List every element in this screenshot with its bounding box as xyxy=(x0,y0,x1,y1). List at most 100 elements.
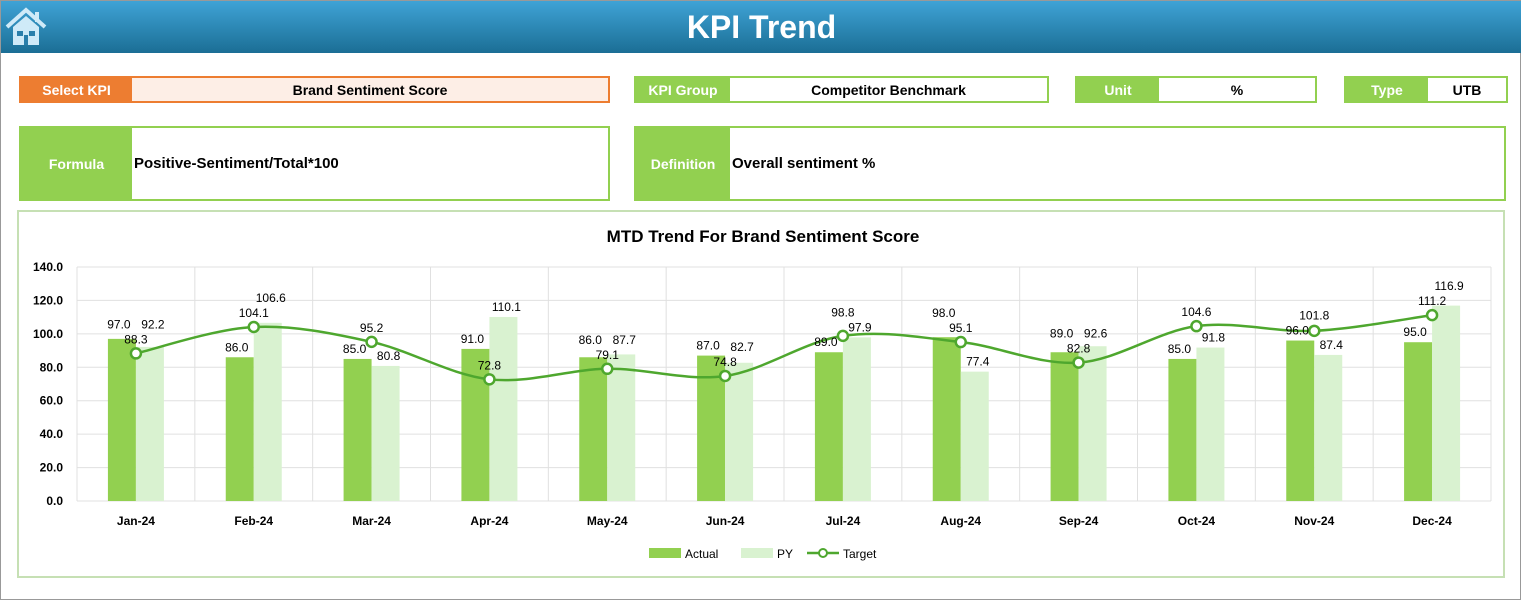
legend-target-marker xyxy=(818,548,828,558)
py-bar xyxy=(1196,347,1225,501)
actual-bar xyxy=(932,337,961,501)
target-marker xyxy=(483,373,496,386)
target-data-label: 72.8 xyxy=(478,358,502,372)
definition-label: Definition xyxy=(636,128,730,199)
x-tick-label: Oct-24 xyxy=(1178,514,1216,528)
actual-bar xyxy=(579,357,608,501)
y-tick-label: 100.0 xyxy=(33,327,63,341)
actual-data-label: 86.0 xyxy=(225,340,249,354)
target-marker xyxy=(836,329,850,343)
actual-data-label: 89.0 xyxy=(1050,327,1074,341)
target-data-label: 95.1 xyxy=(949,321,973,335)
actual-data-label: 96.0 xyxy=(1286,324,1310,338)
py-data-label: 87.4 xyxy=(1320,338,1344,352)
target-data-label: 104.6 xyxy=(1181,305,1211,319)
target-data-label: 95.2 xyxy=(360,321,384,335)
actual-data-label: 85.0 xyxy=(343,342,367,356)
py-bar xyxy=(607,354,636,501)
x-tick-label: May-24 xyxy=(587,514,628,528)
kpi-group-value: Competitor Benchmark xyxy=(811,81,966,98)
target-data-label: 79.1 xyxy=(596,348,620,362)
target-marker xyxy=(1190,319,1203,333)
y-tick-label: 0.0 xyxy=(46,494,63,508)
actual-data-label: 89.0 xyxy=(814,335,838,349)
kpi-group-field: KPI Group Competitor Benchmark xyxy=(634,76,1049,103)
target-marker xyxy=(247,320,260,334)
type-field: Type UTB xyxy=(1344,76,1508,103)
target-marker xyxy=(1072,356,1085,369)
py-data-label: 80.8 xyxy=(377,349,401,363)
x-tick-label: Jun-24 xyxy=(706,514,745,528)
target-marker xyxy=(718,369,732,383)
target-marker xyxy=(1425,308,1439,322)
py-data-label: 106.6 xyxy=(256,291,286,305)
definition-field: Definition Overall sentiment % xyxy=(634,126,1506,201)
actual-bar xyxy=(1404,342,1433,501)
x-tick-label: Dec-24 xyxy=(1412,514,1452,528)
y-tick-label: 40.0 xyxy=(40,427,64,441)
py-data-label: 110.1 xyxy=(492,300,521,314)
actual-data-label: 86.0 xyxy=(579,333,603,347)
target-data-label: 82.8 xyxy=(1067,342,1091,356)
py-data-label: 92.6 xyxy=(1084,327,1108,341)
py-bar xyxy=(135,346,164,501)
py-data-label: 82.7 xyxy=(730,340,754,354)
page-title: KPI Trend xyxy=(686,8,837,45)
unit-value: % xyxy=(1230,81,1244,98)
trend-chart-container xyxy=(17,210,1505,578)
actual-data-label: 87.0 xyxy=(696,339,720,353)
actual-data-label: 97.0 xyxy=(107,317,131,331)
py-bar xyxy=(371,365,400,501)
x-tick-label: Aug-24 xyxy=(940,514,981,528)
y-tick-label: 60.0 xyxy=(40,394,64,408)
py-bar xyxy=(1078,346,1107,501)
actual-bar xyxy=(814,352,843,501)
py-data-label: 92.2 xyxy=(141,317,165,331)
actual-bar xyxy=(1168,358,1197,501)
py-bar xyxy=(253,322,282,501)
target-data-label: 101.8 xyxy=(1299,309,1329,323)
target-data-label: 74.8 xyxy=(713,355,737,369)
formula-label: Formula xyxy=(21,128,132,199)
legend-target-label: Target xyxy=(843,547,877,561)
formula-field: Formula Positive-Sentiment/Total*100 xyxy=(19,126,610,201)
select-kpi-field[interactable]: Select KPI Brand Sentiment Score xyxy=(19,76,610,103)
py-bar xyxy=(1314,354,1343,501)
target-data-label: 111.2 xyxy=(1418,294,1447,308)
formula-value: Positive-Sentiment/Total*100 xyxy=(134,155,339,172)
home-icon[interactable] xyxy=(5,7,47,47)
actual-data-label: 85.0 xyxy=(1168,342,1192,356)
legend-py-swatch xyxy=(741,548,773,558)
legend-py-label: PY xyxy=(777,547,793,561)
target-marker xyxy=(129,347,143,360)
y-tick-label: 120.0 xyxy=(33,293,63,307)
target-data-label: 104.1 xyxy=(239,306,269,320)
py-bar xyxy=(960,371,989,501)
target-data-label: 98.8 xyxy=(831,305,855,319)
y-tick-label: 140.0 xyxy=(33,260,63,274)
actual-bar xyxy=(225,357,254,501)
py-data-label: 91.8 xyxy=(1202,331,1226,345)
header-bar: KPI Trend xyxy=(1,1,1521,53)
legend-actual-label: Actual xyxy=(685,547,718,561)
type-value: UTB xyxy=(1452,81,1482,98)
select-kpi-dropdown[interactable]: Brand Sentiment Score xyxy=(132,78,608,101)
py-bar xyxy=(725,362,754,501)
x-tick-label: Jul-24 xyxy=(826,514,861,528)
actual-bar xyxy=(343,358,372,501)
actual-bar xyxy=(107,338,136,501)
actual-bar xyxy=(1050,352,1079,501)
x-tick-label: Feb-24 xyxy=(234,514,273,528)
type-label: Type xyxy=(1346,78,1428,101)
unit-label: Unit xyxy=(1077,78,1159,101)
x-tick-label: Apr-24 xyxy=(470,514,508,528)
x-tick-label: Mar-24 xyxy=(352,514,391,528)
target-marker xyxy=(954,335,967,349)
x-tick-label: Jan-24 xyxy=(117,514,155,528)
select-kpi-label: Select KPI xyxy=(21,78,132,101)
definition-value: Overall sentiment % xyxy=(732,155,876,172)
target-marker xyxy=(1308,324,1321,338)
kpi-group-label: KPI Group xyxy=(636,78,730,101)
py-bar xyxy=(842,337,871,501)
target-data-label: 88.3 xyxy=(124,332,148,346)
